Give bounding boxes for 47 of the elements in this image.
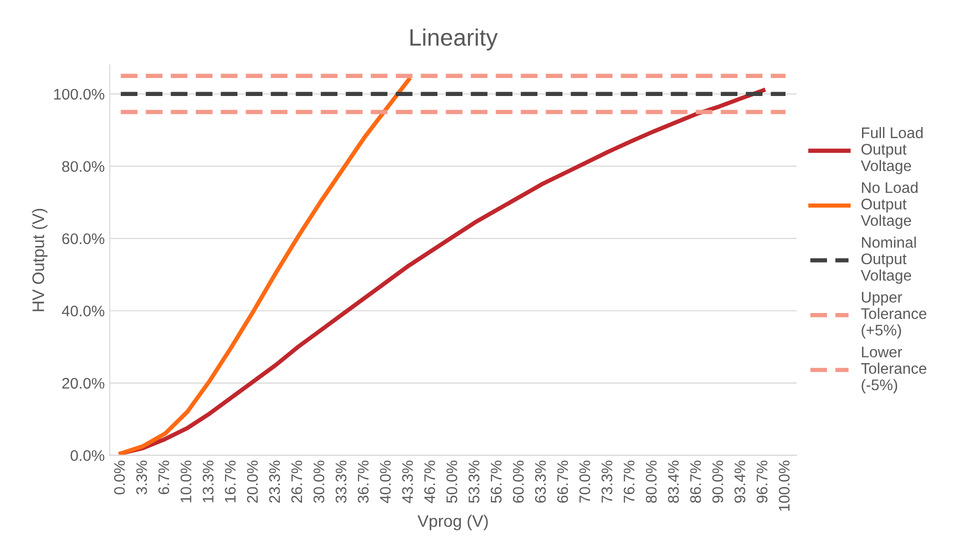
x-tick-label: 3.3% [136,460,148,494]
y-tick-label: 20.0% [62,378,104,389]
x-axis-title: Vprog (V) [418,514,488,530]
x-tick-label: 13.3% [202,460,214,502]
y-tick-label: 80.0% [62,161,104,172]
x-tick-label: 83.4% [668,460,679,503]
x-tick-label: 36.7% [358,460,369,503]
x-tick-label: 63.3% [535,460,546,503]
x-tick-label: 23.3% [269,460,280,503]
y-tick-label: 100.0% [54,88,104,100]
x-tick-label: 56.7% [490,460,502,503]
legend-label: Nominal Output Voltage [860,236,916,284]
x-tick-label: 100.0% [778,460,790,511]
x-tick-label: 26.7% [291,460,302,503]
x-tick-label: 73.3% [602,460,612,503]
x-tick-label: 40.0% [380,460,391,504]
legend-label: Upper Tolerance (+5%) [861,292,926,339]
y-axis-title: HV Output (V) [32,208,48,312]
x-tick-label: 46.7% [424,460,436,504]
x-tick-label: 50.0% [446,460,458,503]
line-series [118,77,411,456]
x-tick-label: 93.4% [734,460,746,503]
y-tick-label: 60.0% [62,233,104,244]
x-tick-label: 76.7% [624,460,635,503]
x-tick-label: 80.0% [646,460,657,503]
x-tick-label: 53.3% [468,460,480,503]
chart-title: Linearity [410,28,498,50]
x-tick-label: 70.0% [579,460,590,503]
line-series [118,88,766,456]
x-tick-label: 0.0% [114,460,125,494]
x-tick-label: 66.7% [557,460,568,503]
x-tick-label: 33.3% [336,460,346,503]
x-tick-label: 96.7% [756,460,768,503]
legend-label: Lower Tolerance (-5%) [861,346,926,394]
x-tick-label: 16.7% [224,460,236,502]
x-tick-label: 90.0% [712,460,724,503]
x-tick-label: 6.7% [158,460,170,494]
legend-label: No Load Output Voltage [860,182,918,229]
x-tick-label: 10.0% [180,460,192,502]
y-tick-label: 40.0% [62,306,104,316]
x-tick-label: 43.3% [402,460,413,504]
x-tick-label: 60.0% [512,460,524,503]
x-tick-label: 86.7% [690,460,701,503]
legend-label: Full Load Output Voltage [860,126,923,174]
y-tick-label: 0.0% [70,450,104,461]
x-tick-label: 20.0% [247,460,258,503]
x-tick-label: 30.0% [313,460,324,503]
